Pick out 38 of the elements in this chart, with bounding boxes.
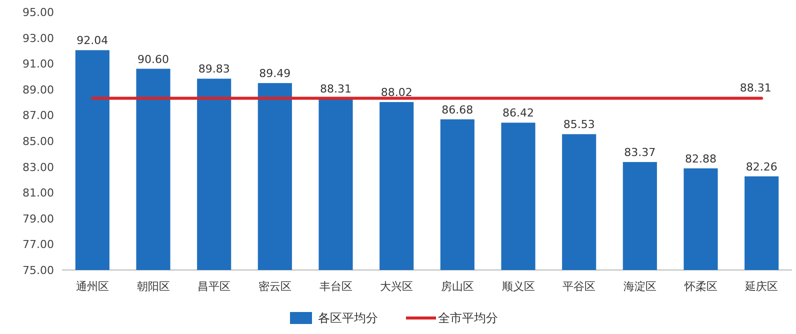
x-tick-label: 通州区: [76, 280, 109, 293]
y-tick-label: 77.00: [22, 238, 54, 252]
data-label: 89.49: [259, 67, 291, 80]
data-label: 85.53: [563, 118, 595, 132]
x-tick-label: 房山区: [440, 280, 474, 293]
y-tick-label: 93.00: [22, 32, 54, 45]
x-tick-label: 丰台区: [319, 280, 352, 293]
x-tick-label: 密云区: [258, 280, 292, 293]
y-tick-label: 87.00: [22, 109, 54, 122]
y-tick-label: 83.00: [22, 160, 54, 174]
y-tick-label: 79.00: [22, 212, 54, 226]
data-label: 82.26: [746, 160, 778, 174]
y-tick-label: 85.00: [22, 135, 54, 148]
legend-label: 全市平均分: [438, 311, 498, 325]
x-tick-label: 怀柔区: [683, 280, 718, 293]
x-tick-label: 昌平区: [198, 280, 231, 293]
x-tick-label: 大兴区: [380, 280, 414, 293]
data-label: 88.31: [740, 81, 772, 94]
data-label: 88.02: [380, 86, 412, 100]
y-tick-label: 75.00: [22, 264, 54, 277]
data-label: 86.42: [502, 106, 534, 120]
x-tick-label: 海淀区: [623, 280, 656, 293]
legend-label: 各区平均分: [318, 311, 378, 325]
y-tick-label: 91.00: [22, 58, 54, 71]
x-tick-label: 顺义区: [502, 280, 535, 293]
x-tick-label: 朝阳区: [136, 280, 170, 293]
data-label: 82.88: [685, 152, 716, 166]
data-label: 92.04: [76, 34, 108, 48]
y-tick-label: 89.00: [22, 83, 54, 96]
x-tick-label: 平谷区: [562, 280, 596, 293]
y-tick-label: 95.00: [22, 6, 54, 19]
y-tick-label: 81.00: [22, 186, 54, 200]
data-label: 83.37: [624, 146, 656, 160]
x-tick-label: 延庆区: [744, 280, 778, 293]
data-label: 89.83: [198, 62, 230, 76]
data-label: 88.31: [320, 82, 352, 96]
data-label: 86.68: [442, 103, 474, 116]
data-label: 90.60: [138, 52, 169, 66]
